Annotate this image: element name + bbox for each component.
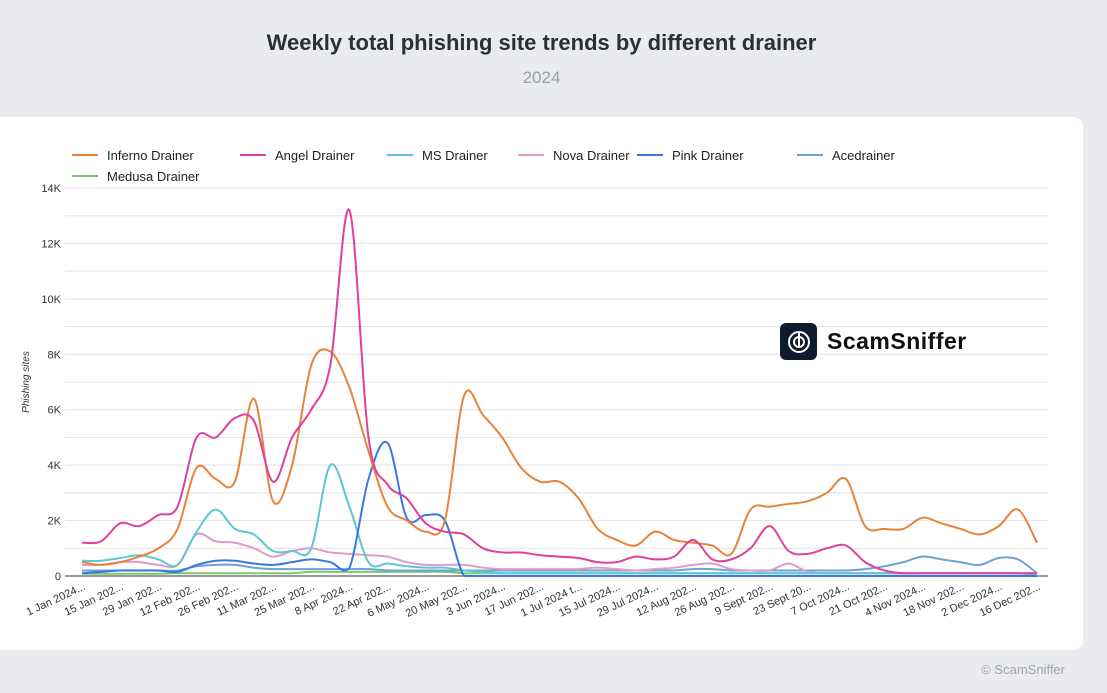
y-tick-label: 6K [48,405,62,417]
y-tick-label: 0 [55,571,61,583]
series-line-inferno-drainer [81,348,1038,566]
series-line-pink-drainer [81,440,1037,577]
y-tick-label: 4K [48,460,62,472]
y-tick-label: 14K [41,183,61,195]
chart-subtitle: 2024 [522,68,561,87]
series-line-ms-drainer [81,463,1038,576]
legend-label: Angel Drainer [275,148,355,163]
watermark: © ScamSniffer [981,662,1065,677]
logo-text: ScamSniffer [827,328,967,354]
series-line-angel-drainer [81,208,1037,575]
y-tick-label: 2K [48,516,62,528]
chart-title: Weekly total phishing site trends by dif… [266,30,817,55]
legend-label: Medusa Drainer [107,169,200,184]
y-tick-label: 12K [41,238,61,250]
legend-label: Nova Drainer [553,148,630,163]
y-tick-label: 8K [48,349,62,361]
series-line-acedrainer [81,555,1038,575]
scamsniffer-logo: ScamSniffer [780,323,967,360]
legend-label: MS Drainer [422,148,488,163]
legend-label: Pink Drainer [672,148,744,163]
scamsniffer-logo-icon [780,323,817,360]
legend-label: Acedrainer [832,148,896,163]
series-line-nova-drainer [81,532,1037,575]
y-axis-label: Phishing sites [21,351,32,413]
y-tick-label: 10K [41,294,61,306]
legend-label: Inferno Drainer [107,148,194,163]
